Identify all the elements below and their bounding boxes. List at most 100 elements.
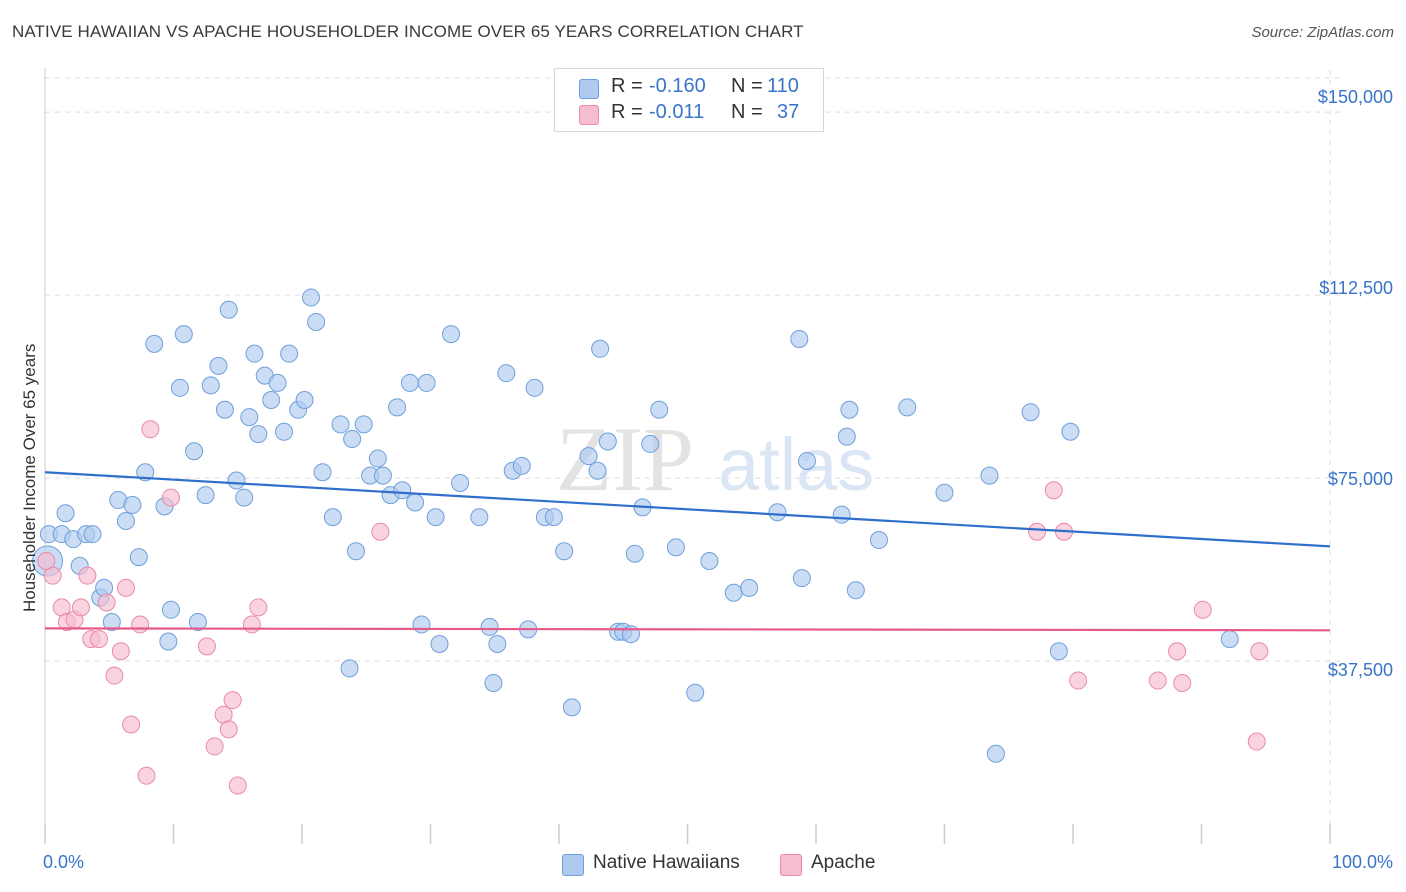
native-hawaiian-point bbox=[591, 339, 610, 358]
native-hawaiian-point bbox=[840, 400, 859, 419]
native-hawaiian-point bbox=[249, 425, 268, 444]
native-hawaiian-point bbox=[598, 432, 617, 451]
native-hawaiian-point bbox=[262, 391, 281, 410]
native-hawaiian-point bbox=[201, 376, 220, 395]
native-hawaiian-point bbox=[219, 300, 238, 319]
native-hawaiian-point bbox=[544, 508, 563, 527]
y-tick-label-112500: $112,500 bbox=[1319, 278, 1393, 298]
native-hawaiian-point bbox=[136, 463, 155, 482]
native-hawaiian-point bbox=[497, 364, 516, 383]
native-hawaiian-point bbox=[484, 673, 503, 692]
native-hawaiian-point bbox=[174, 325, 193, 344]
apache-point bbox=[1028, 522, 1047, 541]
native-hawaiian-point bbox=[798, 452, 817, 470]
native-hawaiian-point bbox=[1021, 403, 1040, 422]
native-hawaiian-trend-line bbox=[44, 471, 1331, 548]
native-hawaiian-point bbox=[412, 615, 431, 634]
source-label: Source: ZipAtlas.com bbox=[1251, 24, 1394, 41]
native-hawaiian-point bbox=[245, 344, 264, 363]
native-hawaiian-point bbox=[512, 456, 531, 475]
native-hawaiian-point bbox=[393, 481, 412, 500]
bottom-legend-swatch-pink bbox=[780, 854, 802, 876]
points-layer bbox=[32, 288, 1269, 795]
apache-point bbox=[37, 552, 56, 571]
apache-point bbox=[249, 598, 268, 617]
native-hawaiian-point bbox=[555, 542, 574, 561]
native-hawaiian-point bbox=[837, 427, 856, 446]
apache-point bbox=[71, 598, 90, 617]
native-hawaiian-point bbox=[935, 483, 954, 502]
native-hawaiian-point bbox=[846, 581, 865, 600]
apache-point bbox=[116, 578, 135, 597]
native-hawaiian-point bbox=[650, 400, 669, 419]
apache-point bbox=[1250, 642, 1269, 661]
native-hawaiian-point bbox=[488, 634, 507, 653]
apache-point bbox=[89, 630, 108, 649]
apache-point bbox=[1069, 671, 1088, 690]
grid-layer bbox=[45, 70, 1340, 844]
native-hawaiian-point bbox=[898, 398, 917, 417]
native-hawaiian-point bbox=[95, 578, 114, 597]
bottom-legend-label: Native Hawaiians bbox=[593, 852, 740, 873]
legend-swatch-blue bbox=[579, 79, 599, 99]
native-hawaiian-point bbox=[579, 447, 598, 466]
native-hawaiian-point bbox=[625, 544, 644, 563]
native-hawaiian-point bbox=[235, 488, 254, 507]
apache-point bbox=[1168, 642, 1187, 661]
native-hawaiian-point bbox=[268, 373, 287, 392]
native-hawaiian-point bbox=[123, 495, 142, 514]
native-hawaiian-point bbox=[129, 548, 148, 567]
correlation-legend: R = -0.160 N = 110 R = -0.011 N = 37 bbox=[554, 68, 824, 132]
native-hawaiian-point bbox=[792, 569, 811, 588]
apache-point bbox=[1044, 481, 1063, 500]
native-hawaiian-point bbox=[832, 505, 851, 524]
native-hawaiian-point bbox=[442, 325, 461, 344]
y-tick-label-37500: $37,500 bbox=[1327, 660, 1393, 680]
apache-point bbox=[1173, 673, 1192, 692]
native-hawaiian-point bbox=[1061, 422, 1080, 441]
native-hawaiian-point bbox=[980, 466, 999, 485]
apache-point bbox=[1193, 600, 1212, 619]
apache-point bbox=[105, 666, 124, 685]
native-hawaiian-point bbox=[83, 525, 102, 544]
native-hawaiian-point bbox=[686, 683, 705, 702]
native-hawaiian-point bbox=[666, 538, 685, 557]
native-hawaiian-point bbox=[227, 471, 246, 490]
native-hawaiian-point bbox=[724, 583, 743, 602]
native-hawaiian-point bbox=[275, 422, 294, 441]
y-axis-label: Householder Income Over 65 years bbox=[20, 343, 39, 612]
native-hawaiian-point bbox=[768, 503, 787, 522]
apache-point bbox=[161, 488, 180, 507]
legend-r-label: R = bbox=[611, 75, 643, 97]
native-hawaiian-point bbox=[188, 613, 207, 632]
native-hawaiian-point bbox=[307, 312, 326, 331]
legend-swatch-pink bbox=[579, 105, 599, 125]
native-hawaiian-point bbox=[641, 434, 660, 453]
native-hawaiian-point bbox=[215, 400, 234, 419]
native-hawaiian-point bbox=[406, 493, 425, 512]
native-hawaiian-point bbox=[986, 744, 1005, 763]
native-hawaiian-point bbox=[1220, 630, 1239, 649]
native-hawaiian-point bbox=[343, 430, 362, 449]
native-hawaiian-point bbox=[102, 613, 121, 632]
native-hawaiian-point bbox=[790, 330, 809, 349]
native-hawaiian-point bbox=[185, 442, 204, 461]
trend-layer bbox=[44, 471, 1331, 632]
apache-point bbox=[197, 637, 216, 656]
watermark: ZIP atlas bbox=[556, 408, 874, 510]
native-hawaiian-point bbox=[400, 373, 419, 392]
legend-r-label: R = bbox=[611, 101, 643, 123]
bottom-legend-swatch-blue bbox=[562, 854, 584, 876]
apache-point bbox=[219, 720, 238, 739]
legend-n-value: 110 bbox=[767, 75, 799, 97]
native-hawaiian-point bbox=[417, 373, 436, 392]
apache-point bbox=[141, 420, 160, 439]
native-hawaiian-point bbox=[354, 415, 373, 434]
chart-title: NATIVE HAWAIIAN VS APACHE HOUSEHOLDER IN… bbox=[12, 22, 804, 41]
native-hawaiian-point bbox=[331, 415, 350, 434]
legend-n-label: N = bbox=[731, 75, 763, 97]
native-hawaiian-point bbox=[869, 531, 888, 550]
y-tick-label-150000: $150,000 bbox=[1317, 87, 1393, 107]
apache-point bbox=[137, 766, 156, 785]
